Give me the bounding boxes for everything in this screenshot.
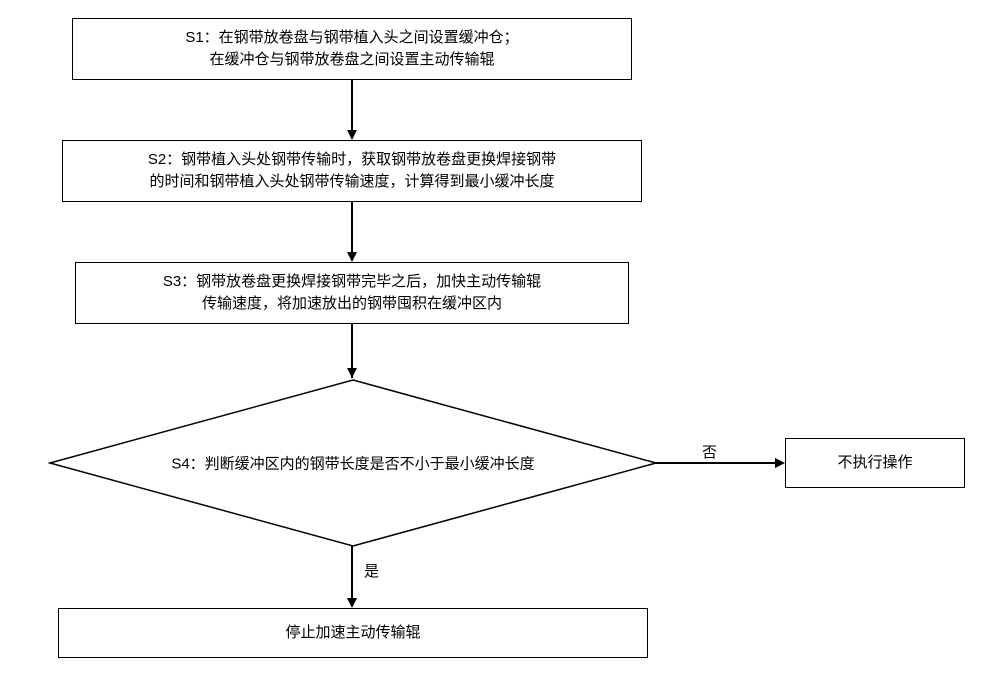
edge-s2-s3-head bbox=[347, 252, 357, 262]
edge-s4-noaction-line bbox=[656, 462, 775, 464]
edge-s4-stop-line bbox=[351, 546, 353, 598]
node-s1-text: S1：在钢带放卷盘与钢带植入头之间设置缓冲仓；在缓冲仓与钢带放卷盘之间设置主动传… bbox=[185, 27, 518, 72]
edge-s2-s3-line bbox=[351, 202, 353, 252]
flowchart-node-noaction: 不执行操作 bbox=[785, 438, 965, 488]
edge-s3-s4-head bbox=[347, 368, 357, 378]
edge-s4-stop-label: 是 bbox=[362, 560, 381, 581]
flowchart-node-stop: 停止加速主动传输辊 bbox=[58, 608, 648, 658]
edge-s4-noaction-label: 否 bbox=[700, 441, 719, 462]
edge-s4-noaction-head bbox=[775, 458, 785, 468]
edge-s1-s2-line bbox=[351, 80, 353, 130]
node-noaction-text: 不执行操作 bbox=[837, 452, 912, 475]
node-s2-text: S2：钢带植入头处钢带传输时，获取钢带放卷盘更换焊接钢带的时间和钢带植入头处钢带… bbox=[148, 149, 556, 194]
edge-s4-stop-head bbox=[347, 598, 357, 608]
edge-s1-s2-head bbox=[347, 130, 357, 140]
flowchart-node-s2: S2：钢带植入头处钢带传输时，获取钢带放卷盘更换焊接钢带的时间和钢带植入头处钢带… bbox=[62, 140, 642, 202]
node-s4-text: S4：判断缓冲区内的钢带长度是否不小于最小缓冲长度 bbox=[171, 453, 534, 474]
node-s3-text: S3：钢带放卷盘更换焊接钢带完毕之后，加快主动传输辊传输速度，将加速放出的钢带囤… bbox=[163, 271, 541, 316]
flowchart-node-s3: S3：钢带放卷盘更换焊接钢带完毕之后，加快主动传输辊传输速度，将加速放出的钢带囤… bbox=[75, 262, 629, 324]
node-stop-text: 停止加速主动传输辊 bbox=[285, 622, 420, 645]
flowchart-node-s1: S1：在钢带放卷盘与钢带植入头之间设置缓冲仓；在缓冲仓与钢带放卷盘之间设置主动传… bbox=[72, 18, 632, 80]
